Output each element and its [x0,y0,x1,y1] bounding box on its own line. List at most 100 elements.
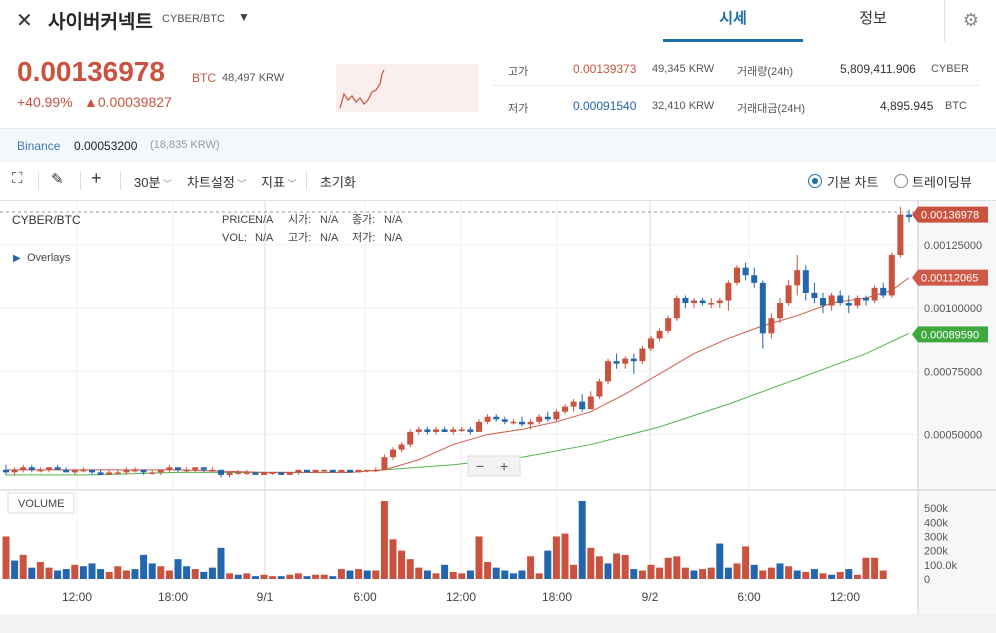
candle-body [11,469,18,473]
x-tick-label: 12:00 [446,590,476,604]
y-tick-label: 0.00075000 [924,366,982,378]
mini-sparkline [336,64,478,112]
candle-body [226,472,233,475]
candle-body [493,416,500,420]
candle-body [777,303,783,319]
low-krw: 32,410 KRW [652,100,715,112]
pencil-icon[interactable]: ✎ [51,171,64,188]
volume-bar [707,567,715,579]
overlays-icon[interactable]: ▶ [13,253,21,264]
volume-tick-label: 200k [924,546,948,558]
volume-bar [380,501,388,579]
candle-body [596,381,603,397]
candle-body [192,467,199,470]
volume-bar [492,567,500,579]
x-tick-label: 6:00 [353,590,377,604]
volume-bar [475,536,483,579]
volume-bar [148,563,156,579]
volume-bar [724,567,732,579]
chevron-down-icon[interactable]: ▼ [238,10,250,24]
close-icon[interactable]: ✕ [16,10,33,32]
chart-settings-label: 차트설정 [187,175,235,190]
volume-bar [871,557,879,579]
volume-bar [802,571,810,579]
price-krw: 48,497 KRW [222,72,285,84]
fullscreen-icon[interactable]: ⛶ [12,170,23,187]
volume-bar [527,556,535,579]
chart-toolbar: ⛶ ✎ + 30분 ﹀ 차트설정 ﹀ 지표 ﹀ 초기화 기본 차트 트레이딩뷰 [0,163,996,201]
indicators-label: 지표 [261,175,285,190]
price-tag-shape [912,269,988,286]
volume-bar [11,560,19,579]
volume-tick-label: 0 [924,574,930,586]
candle-body [89,469,95,473]
volume-bar [466,570,474,579]
toolbar-divider [120,172,121,190]
price-chart[interactable]: 0.00125000 0.00100000 0.00075000 0.00050000… [0,201,996,614]
candle-body [716,300,723,304]
volume-bar [277,576,285,579]
low-label: 저가 [508,103,529,115]
candle-body [691,300,697,304]
volume-bar [19,554,27,579]
chevron-down-icon: ﹀ [160,179,172,189]
candle-body [682,297,689,304]
volume-bar [879,570,887,579]
crosshair-icon[interactable]: + [91,168,102,188]
tab-quote[interactable]: 시세 [663,0,803,42]
zoom-controls [467,455,521,477]
chevron-down-icon: ﹀ [234,179,247,189]
amount-value: 4,895.945 [880,99,934,113]
candle-body [476,421,482,432]
tradingview-label[interactable]: 트레이딩뷰 [912,175,972,190]
volume-tick-label: 300k [924,531,948,543]
volume-bar [286,574,294,579]
volume-bar [759,570,767,579]
candle-body [639,348,646,362]
candle-body [132,469,138,472]
coin-name: 사이버커넥트 [48,12,153,33]
legend-close-value: N/A [384,214,403,226]
basic-chart-label[interactable]: 기본 차트 [827,175,879,190]
legend-high-value: N/A [320,232,339,244]
volume-bar [793,570,801,579]
binance-label[interactable]: Binance [17,139,61,153]
radio-tradingview[interactable] [894,174,908,188]
candle-body [811,292,818,298]
volume-bar [742,546,750,579]
candle-body [407,431,414,445]
chart-settings-menu[interactable]: 차트설정 ﹀ [187,172,246,191]
candle-body [467,429,474,432]
legend-close-label: 종가: [352,213,375,226]
gear-icon[interactable]: ⚙ [944,0,996,42]
candle-body [656,330,663,339]
chart-canvas[interactable]: 0.00125000 0.00100000 0.00075000 0.00050000… [0,201,996,614]
volume-tick-label: 500k [924,503,948,515]
candle-body [338,469,345,473]
indicators-menu[interactable]: 지표 ﹀ [261,172,296,191]
zoom-out-button[interactable]: − [476,458,484,474]
candle-body [235,472,242,474]
volume-bars [2,501,887,579]
volume-bar [28,567,36,579]
volume-bar [303,576,311,579]
legend-price-label: PRICE: [222,214,259,226]
candle-body [648,338,654,349]
interval-select[interactable]: 30분 ﹀ [134,172,172,191]
radio-basic-chart[interactable] [808,174,822,188]
reset-button[interactable]: 초기화 [320,175,356,190]
candle-body [347,469,353,473]
volume-bar [845,569,853,579]
price-tag-shape [912,206,988,223]
candle-body [200,467,207,470]
candle-body [544,416,551,420]
volume-bar [71,564,79,579]
volume-bar [810,569,818,579]
tab-info[interactable]: 정보 [859,10,887,27]
candle-body [536,416,543,422]
volume-bar [604,563,612,579]
zoom-in-button[interactable]: + [500,458,508,474]
volume-bar [484,561,492,579]
candle-body [424,429,431,432]
overlays-label[interactable]: Overlays [27,252,71,264]
